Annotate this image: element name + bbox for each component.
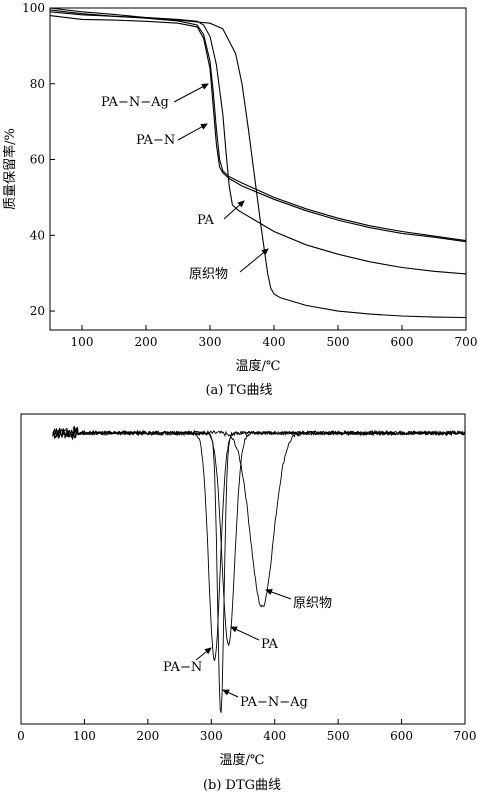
tg-y-tick-label: 40: [30, 228, 45, 242]
tg-y-tick-label: 20: [30, 304, 45, 318]
dtg-annotation-label: PA−N−Ag: [240, 695, 308, 710]
tg-annotation-pa-n: PA−N: [136, 123, 208, 148]
dtg-x-tick-label: 400: [263, 729, 286, 743]
dtg-caption: (b) DTG曲线: [203, 778, 281, 793]
dtg-chart: 0 100 200 300 400 500 600 700 温度/℃ (b) DTG曲线 原织…: [17, 413, 476, 793]
dtg-annotation-label: PA: [261, 637, 279, 652]
dtg-annotation-pa: PA: [230, 626, 279, 652]
dtg-annotation-label: PA−N: [163, 660, 202, 675]
tg-annotation-arrow: [223, 200, 245, 220]
tg-y-tick-label: 100: [22, 1, 45, 15]
tg-annotation-arrow: [173, 83, 209, 103]
dtg-x-axis-label: 温度/℃: [220, 752, 265, 768]
dtg-plot-frame: [20, 413, 466, 725]
tg-annotation-raw-fabric: 原织物: [189, 248, 269, 282]
dtg-x-tick-label: 300: [200, 729, 223, 743]
tg-y-tick-label: 60: [30, 153, 45, 167]
dtg-x-tick-label: 700: [454, 729, 477, 743]
dtg-series-line: [52, 426, 466, 608]
tg-series-group: [49, 7, 467, 319]
tg-caption: (a) TG曲线: [205, 383, 272, 398]
tg-x-axis-label: 温度/℃: [236, 358, 281, 374]
tg-plot-frame: [49, 7, 467, 331]
tg-series-line: [49, 9, 467, 242]
tg-annotation-arrow: [177, 123, 208, 141]
tg-x-tick-label: 400: [263, 335, 286, 349]
dtg-x-tick-label: 200: [136, 729, 159, 743]
tg-annotation-pa-n-ag: PA−N−Ag: [101, 83, 209, 110]
tg-x-tick-label: 700: [455, 335, 478, 349]
dtg-x-tick-label: 500: [327, 729, 350, 743]
tg-series-line: [49, 15, 467, 243]
dtg-annotation-pa-n: PA−N: [163, 647, 212, 675]
tg-y-tick-label: 80: [30, 77, 45, 91]
dtg-annotation-pa-n-ag: PA−N−Ag: [222, 689, 308, 710]
tg-x-tick-label: 200: [135, 335, 158, 349]
dtg-annotation-label: 原织物: [293, 596, 332, 611]
tg-series-line: [49, 7, 467, 319]
tg-annotation-label: PA: [197, 213, 215, 228]
dtg-annotation-arrow: [230, 626, 260, 641]
dtg-annotation-arrow: [195, 647, 212, 661]
tg-y-axis-label: 质量保留率/%: [2, 128, 18, 210]
tg-series-line: [49, 11, 467, 275]
dtg-series-line: [52, 428, 466, 647]
tg-x-tick-label: 600: [391, 335, 414, 349]
tg-x-tick-label: 300: [199, 335, 222, 349]
tg-annotation-arrow: [239, 248, 269, 273]
dtg-series-line: [52, 427, 466, 661]
dtg-ticks-group: 0 100 200 300 400 500 600 700: [17, 719, 476, 743]
tg-ticks-group: 100 200 300 400 500 600 700 20 40 60 80 100: [22, 1, 477, 349]
dtg-x-tick-label: 600: [390, 729, 413, 743]
tg-annotation-pa: PA: [197, 200, 245, 228]
dtg-annotation-arrow: [222, 689, 239, 698]
tg-annotation-label: 原织物: [189, 267, 228, 282]
dtg-annotation-arrow: [265, 589, 292, 600]
tg-x-tick-label: 500: [327, 335, 350, 349]
dtg-annotation-raw-fabric: 原织物: [265, 589, 332, 611]
dtg-x-tick-label: 0: [17, 729, 25, 743]
tg-annotation-label: PA−N−Ag: [101, 95, 169, 110]
tg-annotation-label: PA−N: [136, 133, 175, 148]
tg-chart: 100 200 300 400 500 600 700 20 40 60 80 100 质量保留率/%…: [2, 1, 477, 398]
tg-x-tick-label: 100: [71, 335, 94, 349]
dtg-x-tick-label: 100: [73, 729, 96, 743]
dtg-series-group: [52, 426, 466, 713]
dtg-series-line: [52, 426, 465, 713]
